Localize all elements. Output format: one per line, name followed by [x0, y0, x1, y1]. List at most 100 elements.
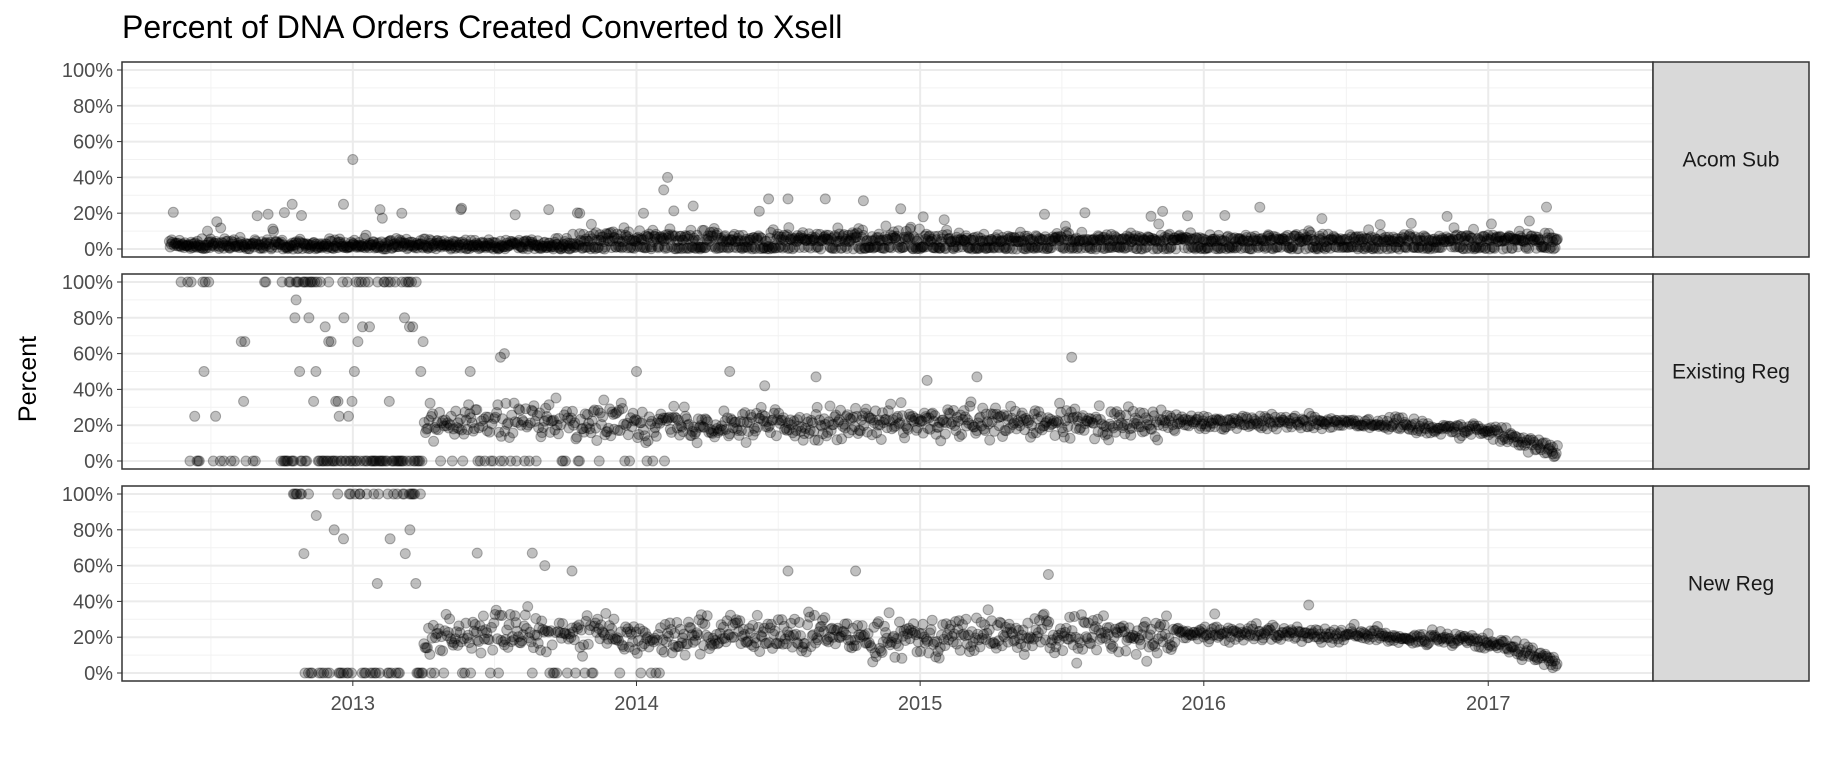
data-point: [449, 236, 461, 248]
data-point: [192, 239, 204, 251]
data-point: [564, 243, 576, 255]
data-point: [491, 242, 503, 253]
data-point: [666, 241, 677, 253]
data-point: [170, 238, 182, 250]
data-point: [424, 397, 436, 409]
data-point: [441, 240, 453, 251]
data-point: [443, 240, 455, 252]
data-point: [690, 234, 701, 246]
data-point: [211, 216, 223, 228]
data-point: [627, 234, 639, 246]
data-point: [191, 241, 203, 253]
data-point: [380, 243, 392, 255]
data-point: [237, 239, 249, 251]
data-point: [338, 533, 349, 545]
data-point: [416, 241, 428, 253]
data-point: [577, 242, 589, 254]
data-point: [449, 242, 461, 254]
data-point: [297, 237, 309, 249]
data-point: [207, 239, 219, 250]
data-point: [175, 241, 187, 253]
data-point: [982, 604, 994, 616]
data-point: [1057, 645, 1069, 657]
data-point: [184, 242, 196, 254]
data-point: [362, 239, 374, 251]
data-point: [699, 242, 711, 254]
data-point: [189, 410, 201, 422]
data-point: [219, 239, 231, 251]
data-point: [624, 234, 635, 245]
data-point: [601, 228, 613, 240]
data-point: [436, 239, 448, 251]
data-point: [405, 236, 417, 248]
data-point: [399, 312, 410, 324]
data-point: [435, 455, 447, 467]
data-point: [1485, 218, 1497, 230]
data-point: [455, 242, 467, 254]
data-point: [228, 455, 240, 467]
data-point: [550, 238, 562, 250]
data-point: [571, 238, 583, 250]
data-point: [350, 276, 362, 288]
data-point: [630, 235, 642, 247]
data-point: [320, 238, 332, 250]
data-point: [733, 230, 745, 241]
data-point: [582, 235, 593, 247]
data-point: [1161, 610, 1172, 622]
data-point: [170, 237, 182, 249]
data-point: [250, 238, 262, 250]
data-point: [187, 242, 199, 254]
data-point: [164, 241, 176, 253]
data-point: [450, 236, 462, 248]
data-point: [230, 240, 241, 252]
data-point: [530, 455, 542, 467]
data-point: [528, 239, 540, 251]
data-point: [711, 227, 723, 239]
data-point: [262, 208, 274, 220]
data-point: [330, 240, 342, 252]
data-point: [238, 395, 250, 407]
data-point: [229, 240, 241, 252]
data-point: [276, 234, 288, 246]
data-point: [361, 240, 373, 252]
data-point: [393, 667, 405, 679]
data-point: [306, 239, 318, 251]
data-point: [664, 223, 676, 235]
data-point: [696, 241, 708, 253]
data-point: [321, 242, 333, 254]
data-point: [238, 240, 250, 252]
data-point: [719, 230, 731, 242]
data-point: [385, 234, 397, 246]
data-point: [499, 243, 511, 255]
data-point: [418, 233, 429, 245]
data-point: [444, 613, 456, 625]
data-point: [312, 242, 324, 254]
data-point: [487, 644, 499, 656]
data-point: [1551, 233, 1563, 245]
data-point: [372, 238, 384, 250]
data-point: [227, 236, 239, 248]
data-point: [166, 234, 178, 246]
data-point: [589, 243, 601, 255]
data-point: [310, 238, 322, 250]
data-point: [333, 410, 345, 422]
data-point: [567, 228, 579, 240]
data-point: [523, 241, 535, 253]
data-point: [680, 242, 692, 254]
y-tick-label: 100%: [62, 60, 113, 82]
data-point: [620, 229, 632, 241]
data-point: [239, 336, 251, 348]
data-point: [373, 237, 384, 249]
data-point: [727, 230, 739, 242]
data-point: [285, 240, 297, 252]
data-point: [668, 205, 680, 217]
data-point: [659, 241, 670, 253]
data-point: [577, 650, 588, 662]
data-point: [277, 243, 289, 255]
data-point: [513, 234, 525, 246]
data-point: [687, 200, 699, 212]
data-point: [1157, 205, 1169, 217]
data-point: [596, 231, 607, 243]
data-point: [174, 240, 186, 252]
data-point: [575, 236, 587, 247]
